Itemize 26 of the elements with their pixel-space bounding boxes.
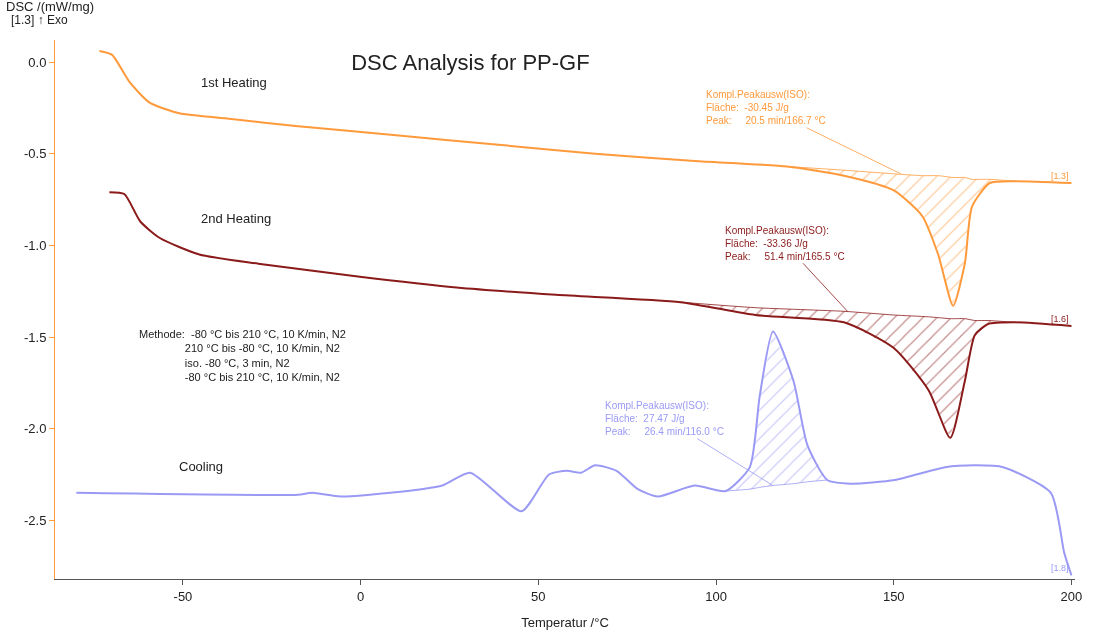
annotation: [1.8]	[1051, 563, 1069, 573]
annotation: Kompl.Peakausw(ISO): Fläche: -30.45 J/g Peak: 20.5 min/166.7 °C	[706, 89, 826, 126]
annotation: Cooling	[179, 459, 224, 474]
x-tick-label: 150	[882, 588, 905, 604]
annotation: 1st Heating	[201, 75, 267, 90]
annotation: Methode: -80 °C bis 210 °C, 10 K/min, N2 210 °C bis -80 °C, 10 K/min, N2 iso. -80 °C, 3 min, N2 -80 °C bis 210 °C, 10 K/min, N2	[139, 328, 346, 383]
x-axis-title: Temperatur /°C	[521, 615, 609, 631]
annotation: [1.6]	[1051, 314, 1069, 324]
annotation: 2nd Heating	[201, 211, 272, 226]
y-tick-label: 0.0	[28, 54, 47, 70]
y-tick-label: -0.5	[23, 146, 47, 162]
annotation: Kompl.Peakausw(ISO): Fläche: -33.36 J/g Peak: 51.4 min/165.5 °C	[725, 225, 845, 262]
x-tick-label: 200	[1060, 588, 1083, 604]
annotation: Kompl.Peakausw(ISO): Fläche: 27.47 J/g Peak: 26.4 min/116.0 °C	[605, 400, 724, 437]
y-tick-label: -2.5	[23, 512, 47, 528]
x-tick-label: 0	[357, 588, 365, 604]
x-tick-label: -50	[173, 588, 193, 604]
y-axis-title: DSC /(mW/mg)	[6, 0, 95, 14]
x-tick-label: 100	[705, 588, 727, 604]
text: [1.3] ↑ Exo	[11, 13, 69, 27]
y-tick-label: -1.5	[23, 329, 47, 345]
x-tick-label: 50	[531, 588, 546, 604]
text: DSC Analysis for PP-GF	[351, 49, 590, 75]
y-tick-label: -1.0	[23, 237, 47, 253]
annotation: [1.3]	[1051, 171, 1069, 181]
y-tick-label: -2.0	[23, 421, 47, 437]
